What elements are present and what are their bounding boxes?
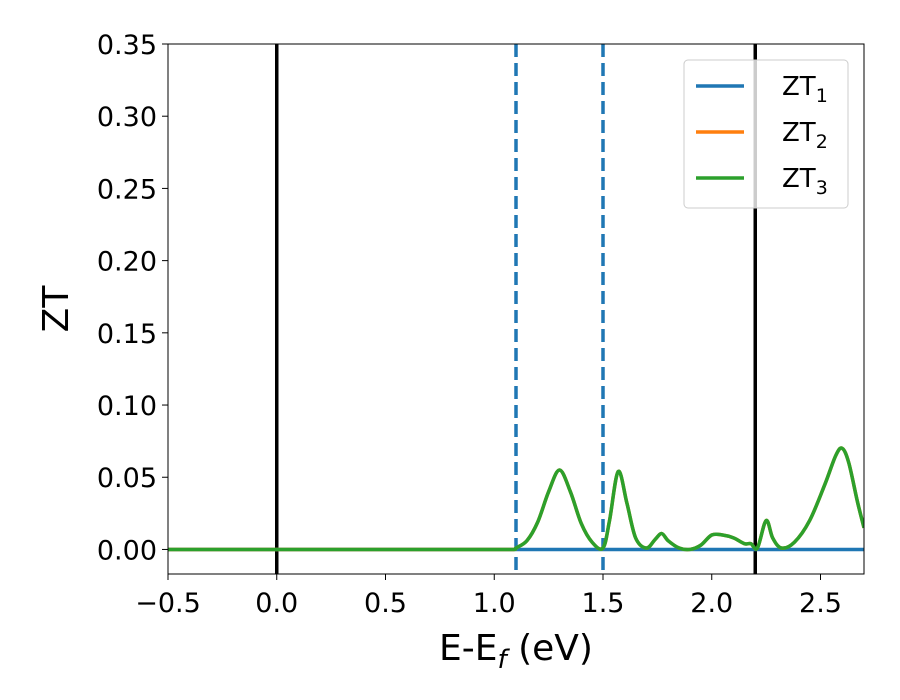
legend: ZT1 ZT2 ZT3	[683, 59, 849, 209]
legend-box	[683, 59, 849, 209]
y-tick-label: 0.10	[97, 391, 157, 422]
legend-label-zt3: ZT3	[782, 164, 828, 199]
y-tick-label: 0.35	[97, 30, 157, 61]
x-tick-label: 1.5	[582, 588, 625, 619]
y-tick-label: 0.05	[97, 463, 157, 494]
x-tick-label: 1.0	[473, 588, 516, 619]
legend-label-zt1: ZT1	[782, 72, 828, 107]
y-tick-label: 0.15	[97, 319, 157, 350]
x-tick-label: 2.0	[690, 588, 733, 619]
y-axis-title: ZT	[36, 285, 77, 333]
y-tick-label: 0.30	[97, 102, 157, 133]
x-tick-label: 0.0	[255, 588, 298, 619]
plot-frame	[167, 43, 865, 575]
x-tick-label: 2.5	[799, 588, 842, 619]
x-axis-title: E-Ef (eV)	[439, 628, 593, 675]
y-axis: 0.00 0.05 0.10 0.15 0.20 0.25 0.30 0.35	[97, 30, 168, 566]
legend-label-zt2: ZT2	[782, 118, 828, 153]
y-tick-label: 0.00	[97, 535, 157, 566]
y-tick-label: 0.25	[97, 174, 157, 205]
x-tick-label: −0.5	[135, 588, 201, 619]
series-line-zt3	[168, 446, 864, 552]
x-axis: −0.5 0.0 0.5 1.0 1.5 2.0 2.5	[135, 574, 842, 619]
y-tick-label: 0.20	[97, 247, 157, 278]
x-tick-label: 0.5	[364, 588, 407, 619]
